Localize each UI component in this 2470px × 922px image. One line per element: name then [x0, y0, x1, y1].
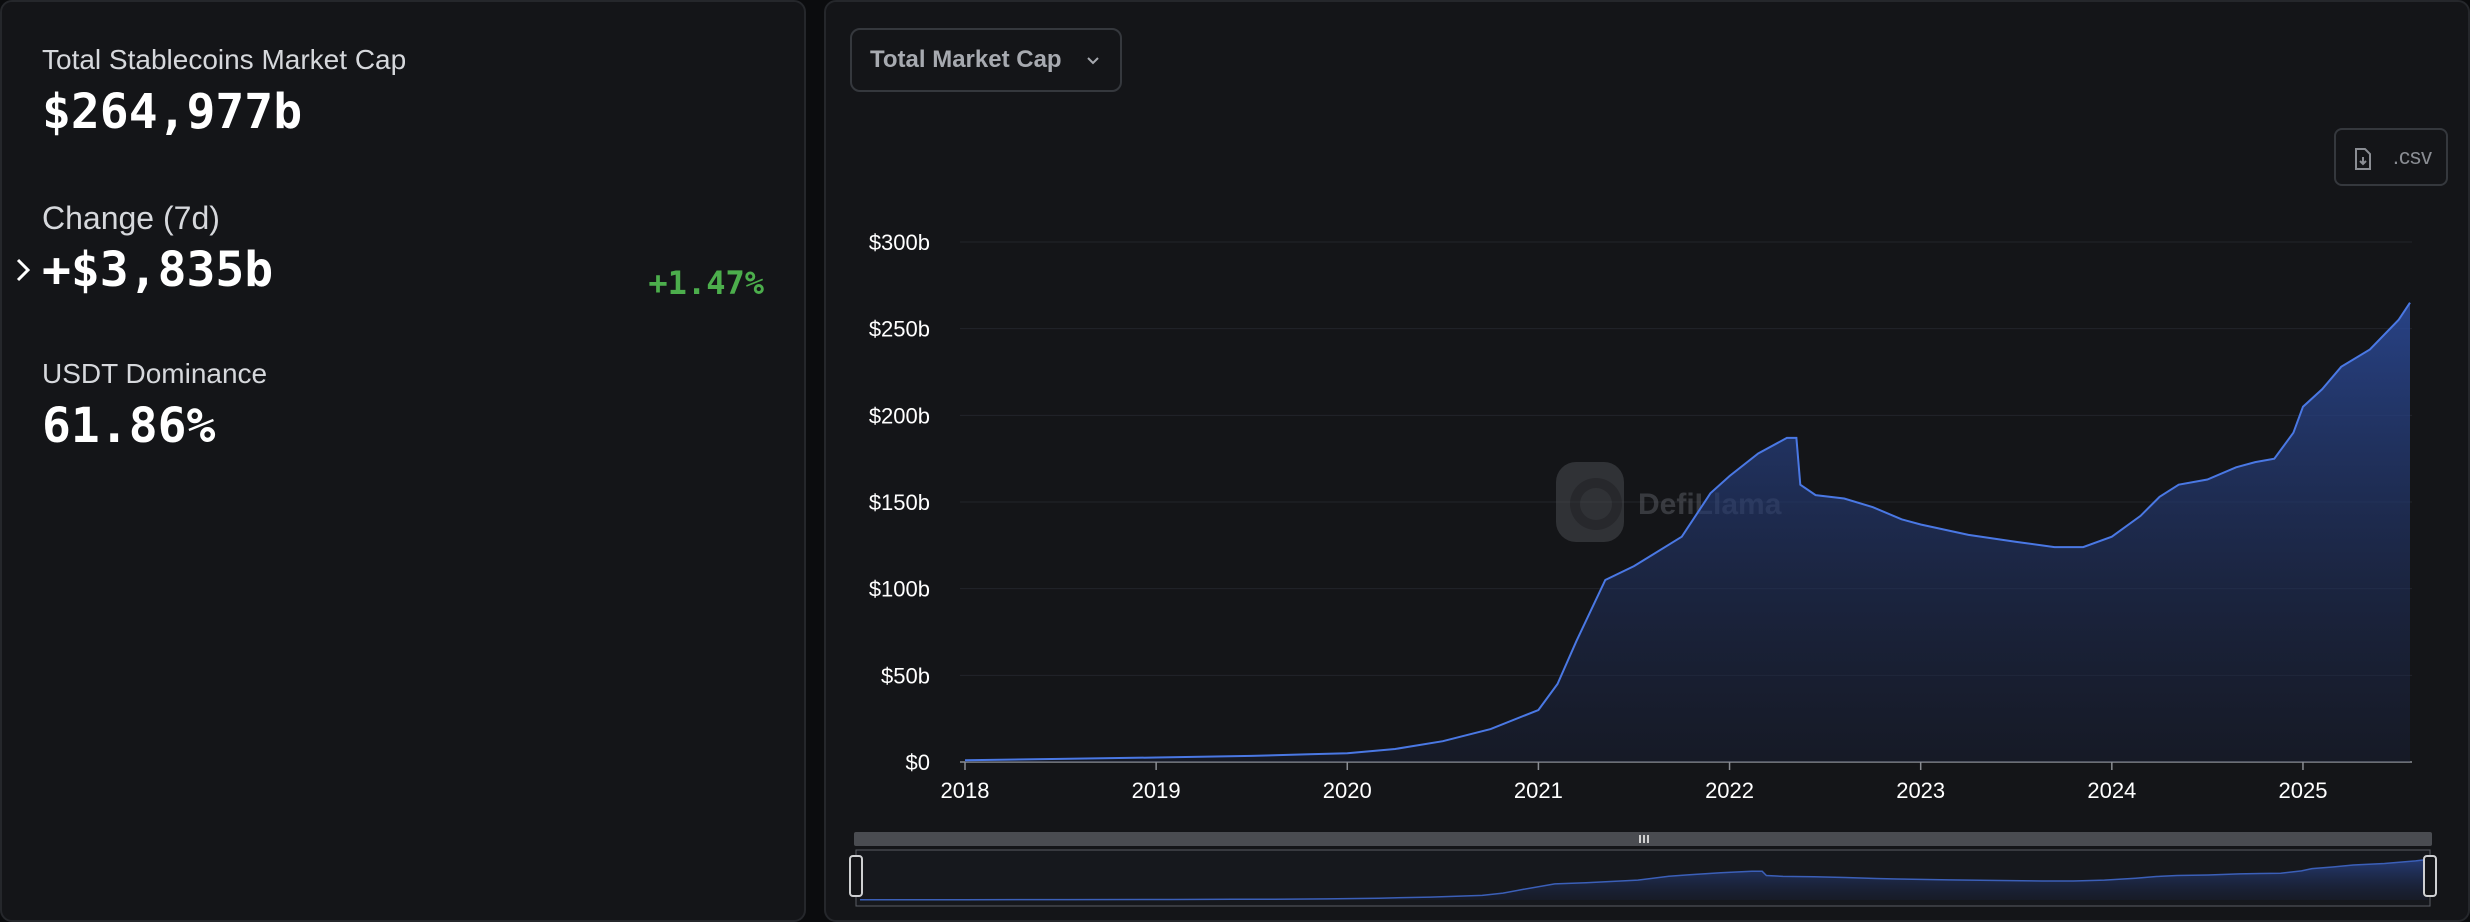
chevron-down-icon — [1087, 57, 1099, 65]
summary-panel: Total Stablecoins Market Cap $264,977b C… — [0, 0, 806, 922]
x-axis: 2018 2019 2020 2021 2022 2023 2024 2025 — [941, 762, 2327, 803]
x-tick-label: 2024 — [2087, 778, 2136, 803]
y-axis: $0 $50b $100b $150b $200b $250b $300b — [869, 230, 930, 775]
preview-line — [859, 858, 2429, 901]
change-7d-percent: +1.47% — [648, 264, 764, 302]
usdt-dominance-value: 61.86% — [42, 398, 216, 454]
total-market-cap-label: Total Stablecoins Market Cap — [42, 44, 407, 75]
y-tick-label: $150b — [869, 490, 930, 515]
zoom-handle-right[interactable] — [2423, 855, 2437, 897]
x-tick-label: 2023 — [1896, 778, 1945, 803]
y-tick-label: $50b — [881, 663, 930, 688]
download-csv-button[interactable]: .csv — [2334, 128, 2448, 186]
chevron-right-icon[interactable] — [12, 252, 36, 288]
series-line — [964, 302, 2411, 762]
slider-grip-icon — [1639, 835, 1649, 843]
x-tick-label: 2021 — [1514, 778, 1563, 803]
x-tick-label: 2018 — [941, 778, 990, 803]
y-tick-label: $300b — [869, 230, 930, 255]
zoom-preview — [859, 858, 2429, 901]
chart-panel: Total Market Cap .csv — [824, 0, 2470, 922]
change-7d-label: Change (7d) — [42, 200, 220, 236]
chart-type-dropdown[interactable]: Total Market Cap — [850, 28, 1122, 92]
y-tick-label: $250b — [869, 317, 930, 342]
zoom-slider[interactable] — [849, 832, 2437, 907]
x-tick-label: 2020 — [1323, 778, 1372, 803]
series-market-cap — [964, 302, 2411, 762]
x-tick-label: 2025 — [2278, 778, 2327, 803]
y-tick-label: $200b — [869, 403, 930, 428]
chart-type-dropdown-label: Total Market Cap — [870, 46, 1062, 73]
total-market-cap-value: $264,977b — [42, 84, 303, 140]
y-tick-label: $0 — [906, 750, 930, 775]
x-tick-label: 2022 — [1705, 778, 1754, 803]
change-7d-value: +$3,835b — [42, 242, 274, 298]
file-download-icon — [2355, 148, 2371, 170]
zoom-handle-left[interactable] — [849, 855, 863, 897]
series-area — [965, 302, 2410, 762]
x-tick-label: 2019 — [1132, 778, 1181, 803]
y-tick-label: $100b — [869, 577, 930, 602]
download-csv-label: .csv — [2392, 144, 2432, 169]
usdt-dominance-label: USDT Dominance — [42, 358, 268, 389]
